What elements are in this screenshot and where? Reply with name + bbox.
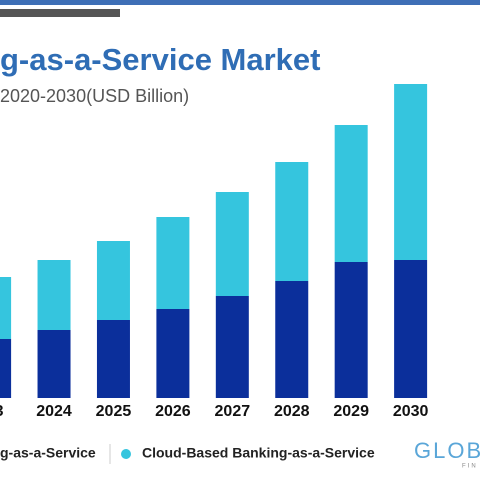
bar-segment [37, 330, 71, 398]
bar-segment [96, 320, 130, 398]
x-tick-label: 2027 [215, 403, 251, 420]
x-tick-label: 2025 [96, 403, 132, 420]
bar-segment [275, 281, 309, 398]
chart-title: g-as-a-Service Market [0, 42, 321, 77]
bar-segment [96, 241, 130, 320]
top-accent [0, 9, 120, 17]
brand-name: GLOBA [414, 438, 480, 463]
bar-segment [215, 192, 249, 296]
bar-segment [156, 309, 190, 398]
bar-segment [215, 296, 249, 398]
x-tick-label: 2028 [274, 403, 310, 420]
legend-label: Cloud-Based Banking-as-a-Service [142, 445, 375, 461]
x-tick-label: 2029 [333, 403, 369, 420]
bar-segment [37, 260, 71, 330]
x-tick-label: 23 [0, 403, 4, 420]
x-tick-label: 2026 [155, 403, 191, 420]
top-border [0, 0, 480, 5]
x-tick-label: 2024 [36, 403, 72, 420]
bar-segment [334, 262, 368, 398]
bar-segment [394, 84, 428, 260]
bar-segment [156, 217, 190, 309]
bar-segment [275, 162, 309, 281]
bar-segment [394, 260, 428, 398]
legend-swatch [121, 449, 131, 459]
chart-subtitle: 2020-2030(USD Billion) [0, 86, 189, 106]
bar-segment [0, 339, 12, 398]
x-tick-label: 2030 [393, 403, 429, 420]
brand-sub: FIN [462, 464, 478, 470]
legend-label: g-as-a-Service [0, 445, 96, 461]
bar-segment [0, 277, 12, 339]
bar-segment [334, 125, 368, 262]
